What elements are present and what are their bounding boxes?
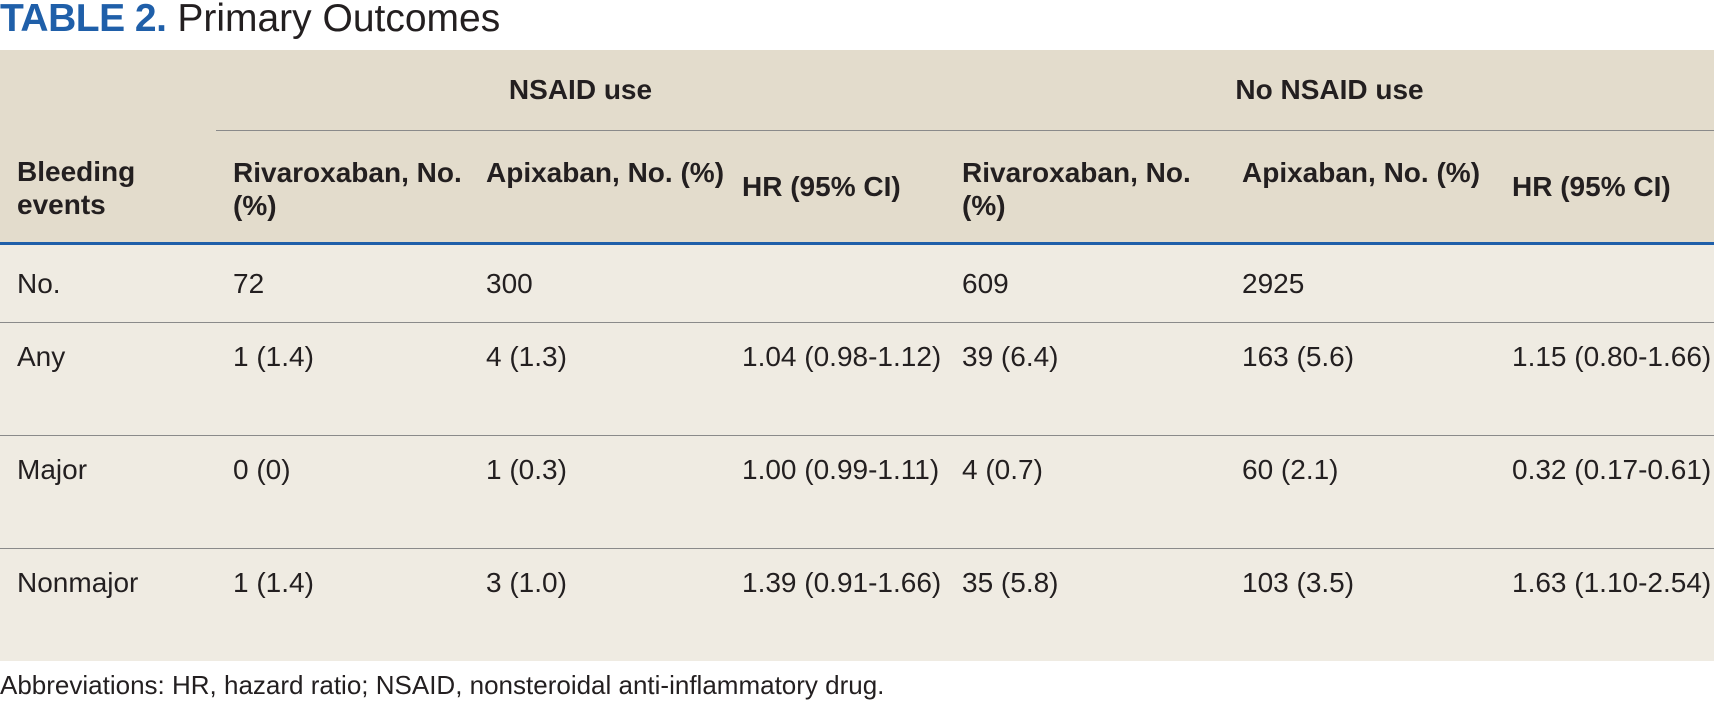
table-cell: 300: [469, 243, 725, 323]
table-cell: 163 (5.6): [1225, 322, 1495, 436]
group-header-no-nsaid: No NSAID use: [945, 50, 1714, 131]
column-header-hr: HR (95% CI): [1495, 130, 1714, 245]
table-cell: 60 (2.1): [1225, 435, 1495, 549]
column-header-hr: HR (95% CI): [725, 130, 945, 245]
table-row: Major 0 (0) 1 (0.3) 1.00 (0.99-1.11) 4 (…: [0, 435, 1714, 549]
column-header-row: Bleeding events Rivaroxaban, No. (%) Api…: [0, 130, 1714, 245]
table-cell: 1.39 (0.91-1.66): [725, 548, 945, 661]
row-label: Major: [0, 435, 216, 549]
table-row: Any 1 (1.4) 4 (1.3) 1.04 (0.98-1.12) 39 …: [0, 322, 1714, 436]
column-header-apixaban: Apixaban, No. (%): [1225, 130, 1495, 245]
table-cell: 1.00 (0.99-1.11): [725, 435, 945, 549]
table-cell: 35 (5.8): [945, 548, 1225, 661]
table-cell: 103 (3.5): [1225, 548, 1495, 661]
table-cell: 4 (1.3): [469, 322, 725, 436]
table-cell: 1.15 (0.80-1.66): [1495, 322, 1714, 436]
group-header-blank: [0, 50, 216, 130]
row-label: Any: [0, 322, 216, 436]
table-cell: 1.04 (0.98-1.12): [725, 322, 945, 436]
group-header-nsaid: NSAID use: [216, 50, 945, 131]
table-title: TABLE 2. Primary Outcomes: [0, 0, 1714, 50]
column-header-bleeding-events: Bleeding events: [0, 130, 216, 245]
table-cell: 0.32 (0.17-0.61): [1495, 435, 1714, 549]
primary-outcomes-table: NSAID use No NSAID use Bleeding events R…: [0, 50, 1714, 661]
table-cell: 39 (6.4): [945, 322, 1225, 436]
table-cell: [1495, 243, 1714, 323]
table-cell: 0 (0): [216, 435, 469, 549]
table-row: Nonmajor 1 (1.4) 3 (1.0) 1.39 (0.91-1.66…: [0, 548, 1714, 661]
table-cell: 1 (1.4): [216, 322, 469, 436]
table-row: No. 72 300 609 2925: [0, 243, 1714, 323]
row-label: Nonmajor: [0, 548, 216, 661]
column-header-apixaban: Apixaban, No. (%): [469, 130, 725, 245]
table-cell: 609: [945, 243, 1225, 323]
table-caption: Primary Outcomes: [177, 0, 501, 40]
group-header-row: NSAID use No NSAID use: [0, 50, 1714, 131]
column-header-rivaroxaban: Rivaroxaban, No. (%): [945, 130, 1225, 245]
table-cell: 1 (0.3): [469, 435, 725, 549]
table-cell: 1 (1.4): [216, 548, 469, 661]
table-cell: 4 (0.7): [945, 435, 1225, 549]
table-number: TABLE 2.: [0, 0, 167, 40]
table-footnote: Abbreviations: HR, hazard ratio; NSAID, …: [0, 670, 885, 700]
table-cell: 2925: [1225, 243, 1495, 323]
row-label: No.: [0, 243, 216, 323]
table-cell: 1.63 (1.10-2.54): [1495, 548, 1714, 661]
table-cell: [725, 243, 945, 323]
column-header-rivaroxaban: Rivaroxaban, No. (%): [216, 130, 469, 245]
table-cell: 72: [216, 243, 469, 323]
table-cell: 3 (1.0): [469, 548, 725, 661]
